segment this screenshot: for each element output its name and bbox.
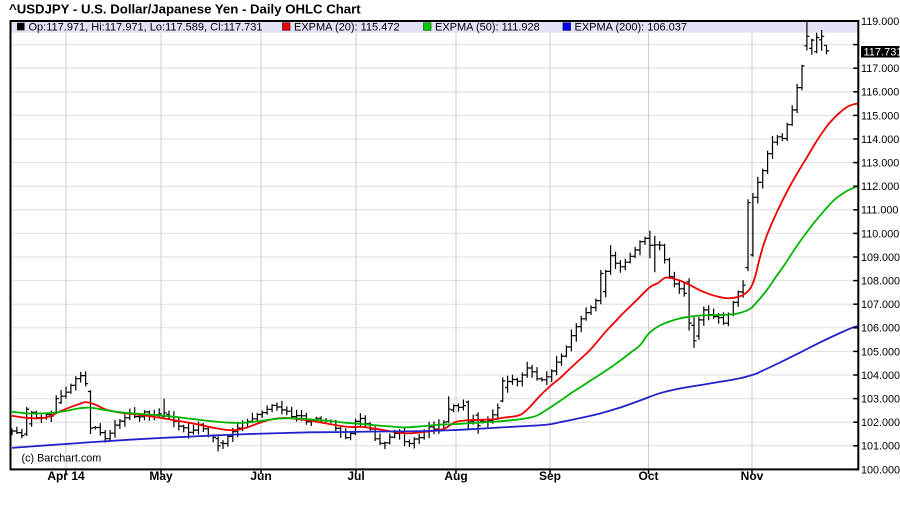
svg-text:Jun: Jun xyxy=(250,469,271,483)
svg-text:^USDJPY - U.S. Dollar/Japanese: ^USDJPY - U.S. Dollar/Japanese Yen - Dai… xyxy=(9,2,361,17)
svg-text:119.000: 119.000 xyxy=(861,16,899,28)
svg-text:EXPMA (50): 111.928: EXPMA (50): 111.928 xyxy=(435,22,540,34)
svg-text:115.000: 115.000 xyxy=(861,110,899,122)
svg-text:104.000: 104.000 xyxy=(861,370,900,382)
svg-text:101.000: 101.000 xyxy=(861,441,900,453)
svg-text:111.000: 111.000 xyxy=(861,205,898,217)
svg-text:113.000: 113.000 xyxy=(861,158,899,170)
svg-text:Nov: Nov xyxy=(741,469,764,483)
svg-text:102.000: 102.000 xyxy=(861,417,900,429)
svg-text:116.000: 116.000 xyxy=(861,87,899,99)
svg-text:117.731: 117.731 xyxy=(864,47,900,59)
svg-text:Apr 14: Apr 14 xyxy=(47,469,85,483)
svg-text:112.000: 112.000 xyxy=(861,181,899,193)
svg-text:114.000: 114.000 xyxy=(861,134,899,146)
svg-text:100.000: 100.000 xyxy=(861,464,900,476)
svg-text:106.000: 106.000 xyxy=(861,323,900,335)
svg-text:107.000: 107.000 xyxy=(861,299,900,311)
svg-text:Aug: Aug xyxy=(444,469,467,483)
svg-text:109.000: 109.000 xyxy=(861,252,900,264)
svg-text:103.000: 103.000 xyxy=(861,394,900,406)
svg-text:May: May xyxy=(149,469,173,483)
svg-text:EXPMA (20): 115.472: EXPMA (20): 115.472 xyxy=(294,22,400,34)
svg-text:EXPMA (200): 106.037: EXPMA (200): 106.037 xyxy=(575,22,688,34)
svg-text:105.000: 105.000 xyxy=(861,346,900,358)
svg-text:108.000: 108.000 xyxy=(861,276,900,288)
svg-text:110.000: 110.000 xyxy=(861,228,899,240)
svg-text:Oct: Oct xyxy=(638,469,658,483)
svg-text:Op:117.971, Hi:117.971, Lo:117: Op:117.971, Hi:117.971, Lo:117.589, Cl:1… xyxy=(29,22,263,34)
svg-text:117.000: 117.000 xyxy=(861,63,899,75)
svg-text:(c) Barchart.com: (c) Barchart.com xyxy=(22,453,102,465)
svg-text:Jul: Jul xyxy=(347,469,364,483)
svg-text:Sep: Sep xyxy=(539,469,561,483)
